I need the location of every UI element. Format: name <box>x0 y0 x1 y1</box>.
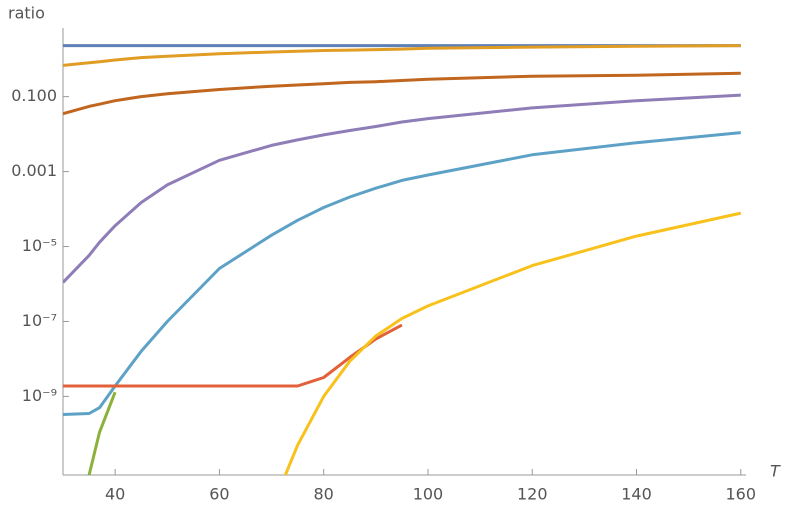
y-tick-label: 0.100 <box>11 86 57 105</box>
y-tick-label: 10⁻⁵ <box>22 236 57 255</box>
series-line <box>283 211 742 475</box>
y-tick-label: 10⁻⁷ <box>22 311 57 330</box>
x-tick-label: 120 <box>517 485 548 504</box>
y-tick-label: 10⁻⁹ <box>22 386 57 405</box>
x-tick-label: 40 <box>105 485 125 504</box>
x-tick-label: 160 <box>726 485 757 504</box>
y-axis-label: ratio <box>8 4 45 23</box>
x-tick-label: 80 <box>314 485 334 504</box>
series-line <box>87 391 117 475</box>
series-line <box>63 131 741 416</box>
x-tick-label: 100 <box>413 485 444 504</box>
x-tick-label: 60 <box>209 485 229 504</box>
series-line <box>63 44 741 67</box>
y-tick-label: 0.001 <box>11 161 57 180</box>
plot-area <box>63 44 742 475</box>
x-tick-label: 140 <box>621 485 652 504</box>
x-axis-label: T <box>770 462 781 481</box>
series-line <box>63 71 741 116</box>
series-line <box>63 93 741 284</box>
series-line <box>63 323 403 388</box>
